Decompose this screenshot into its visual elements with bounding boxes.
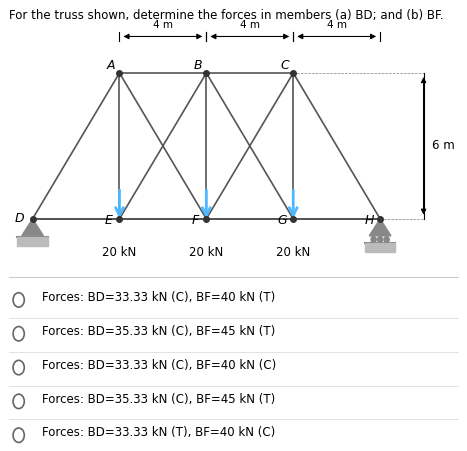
Polygon shape — [365, 243, 396, 252]
Text: G: G — [277, 214, 287, 226]
Circle shape — [371, 237, 376, 243]
Text: Forces: BD=35.33 kN (C), BF=45 kN (T): Forces: BD=35.33 kN (C), BF=45 kN (T) — [42, 393, 275, 405]
Text: Forces: BD=33.33 kN (C), BF=40 kN (C): Forces: BD=33.33 kN (C), BF=40 kN (C) — [42, 359, 276, 372]
Text: Forces: BD=33.33 kN (T), BF=40 kN (C): Forces: BD=33.33 kN (T), BF=40 kN (C) — [42, 427, 275, 439]
Text: D: D — [15, 212, 24, 226]
Text: C: C — [280, 59, 289, 72]
Text: 20 kN: 20 kN — [189, 246, 224, 258]
Text: 4 m: 4 m — [153, 20, 173, 30]
Polygon shape — [22, 219, 43, 236]
Text: 4 m: 4 m — [240, 20, 260, 30]
Polygon shape — [17, 237, 48, 246]
Circle shape — [377, 237, 383, 243]
Text: 4 m: 4 m — [327, 20, 347, 30]
Text: 20 kN: 20 kN — [276, 246, 311, 258]
Polygon shape — [369, 219, 391, 236]
Text: 20 kN: 20 kN — [102, 246, 136, 258]
Circle shape — [384, 237, 389, 243]
Text: A: A — [106, 59, 115, 72]
Text: B: B — [193, 59, 202, 72]
Text: F: F — [192, 214, 199, 226]
Text: Forces: BD=33.33 kN (C), BF=40 kN (T): Forces: BD=33.33 kN (C), BF=40 kN (T) — [42, 291, 275, 304]
Text: For the truss shown, determine the forces in members (a) BD; and (b) BF.: For the truss shown, determine the force… — [9, 9, 444, 22]
Text: E: E — [105, 214, 113, 226]
Text: H: H — [365, 214, 374, 226]
Text: 6 m: 6 m — [432, 139, 455, 152]
Text: Forces: BD=35.33 kN (C), BF=45 kN (T): Forces: BD=35.33 kN (C), BF=45 kN (T) — [42, 325, 275, 338]
